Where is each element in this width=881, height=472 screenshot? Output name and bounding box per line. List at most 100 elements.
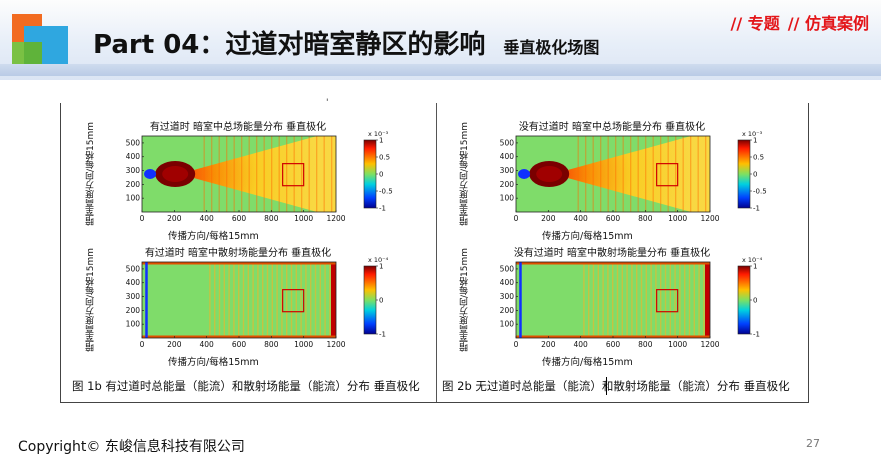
y-tick-label: 200 — [500, 180, 515, 189]
colorbar-tick-label: 0 — [753, 297, 757, 305]
tag-case: // 仿真案例 — [787, 14, 869, 33]
y-tick-label: 300 — [500, 166, 515, 175]
title-subtitle: 垂直极化场图 — [503, 38, 600, 57]
x-tick-label: 800 — [264, 340, 279, 349]
x-tick-label: 1200 — [326, 214, 345, 223]
page-title: Part 04：过道对暗室静区的影响 垂直极化场图 — [93, 24, 599, 61]
colorbar-tick-label: 1 — [379, 137, 383, 145]
colorbar-tick-label: 1 — [753, 263, 757, 271]
x-tick-label: 200 — [167, 214, 182, 223]
x-tick-label: 0 — [514, 214, 519, 223]
plot-xlabel: 传播方向/每格15mm — [542, 231, 633, 242]
colorbar-tick-label: 0.5 — [379, 154, 390, 162]
x-tick-label: 1000 — [294, 340, 313, 349]
right-wall-reflection — [331, 262, 336, 338]
y-tick-label: 500 — [126, 264, 141, 273]
quiet-zone-box — [282, 289, 305, 313]
quiet-zone-box — [282, 163, 305, 187]
colorbar — [363, 265, 377, 335]
colorbar — [737, 265, 751, 335]
plot-total-without-aisle: 没有过道时 暗室中总场能量分布 垂直极化 暗室高度方向/每格15mm 0 200 4… — [460, 118, 767, 242]
top-wall-reflection — [142, 262, 336, 265]
colorbar — [737, 139, 751, 209]
plot-xlabel: 传播方向/每格15mm — [168, 357, 259, 368]
field-map: 0 200 400 600 800 1000 1200 500 400 300 200 100 x 10… — [126, 256, 389, 349]
heatmap — [142, 136, 336, 212]
x-tick-label: 800 — [638, 214, 653, 223]
plot-title: 有过道时 暗室中总场能量分布 垂直极化 — [149, 122, 327, 133]
radiation-cone — [179, 136, 336, 212]
right-wall-reflection — [705, 262, 710, 338]
header-band — [0, 64, 881, 76]
plot-title: 没有过道时 暗室中总场能量分布 垂直极化 — [518, 122, 706, 133]
field-map: 0 200 400 600 800 1000 1200 500 400 300 200 100 x 10… — [126, 130, 393, 223]
figure-divider — [436, 103, 437, 402]
x-tick-label: 1200 — [700, 214, 719, 223]
colorbar-tick-label: -0.5 — [379, 188, 393, 196]
y-tick-label: 100 — [500, 320, 515, 329]
colorbar — [363, 139, 377, 209]
x-tick-label: 400 — [574, 214, 589, 223]
y-tick-label: 400 — [126, 152, 141, 161]
radiation-cone — [553, 136, 710, 212]
x-tick-label: 1000 — [294, 214, 313, 223]
x-tick-label: 600 — [232, 214, 247, 223]
plot-xlabel: 传播方向/每格15mm — [542, 357, 633, 368]
colorbar-tick-label: -1 — [379, 331, 386, 339]
plot-scattered-with-aisle: 有过道时 暗室中散射场能量分布 垂直极化 暗室高度方向/每格15mm 0 200 4… — [86, 244, 389, 368]
y-tick-label: 400 — [500, 278, 515, 287]
colorbar-exponent: x 10⁻³ — [742, 130, 763, 138]
source-plane — [145, 262, 148, 338]
plot-title: 没有过道时 暗室中散射场能量分布 垂直极化 — [513, 248, 711, 259]
field-map: 0 200 400 600 800 1000 1200 500 400 300 200 100 x 10… — [500, 130, 767, 223]
heatmap — [516, 136, 710, 212]
colorbar-tick-label: 0 — [753, 171, 757, 179]
colorbar-exponent: x 10⁻³ — [368, 130, 389, 138]
x-tick-label: 600 — [232, 340, 247, 349]
colorbar-tick-label: -1 — [753, 331, 760, 339]
source-back-lobe — [518, 169, 531, 179]
tag-topic: // 专题 — [730, 14, 780, 33]
colorbar-exponent: x 10⁻⁴ — [368, 256, 389, 264]
heatmap — [516, 262, 710, 338]
y-tick-label: 100 — [126, 194, 141, 203]
y-tick-label: 200 — [126, 306, 141, 315]
caption-left: 图 1b 有过道时总能量（能流）和散射场能量（能流）分布 垂直极化 — [72, 379, 420, 393]
colorbar-tick-label: -1 — [379, 205, 386, 213]
plot-ylabel: 暗室高度方向/每格15mm — [86, 247, 96, 352]
y-tick-label: 200 — [126, 180, 141, 189]
plot-ylabel: 暗室高度方向/每格15mm — [86, 121, 96, 226]
colorbar-tick-label: 0 — [379, 171, 383, 179]
x-tick-label: 0 — [140, 214, 145, 223]
quiet-zone-box — [656, 163, 679, 187]
text-cursor — [606, 377, 607, 395]
topic-tags: // 专题 // 仿真案例 — [730, 10, 869, 34]
title-main: Part 04：过道对暗室静区的影响 — [93, 30, 486, 60]
y-tick-label: 200 — [500, 306, 515, 315]
colorbar-exponent: x 10⁻⁴ — [742, 256, 763, 264]
colorbar-tick-label: 1 — [379, 263, 383, 271]
x-tick-label: 0 — [140, 340, 145, 349]
page-number: 27 — [806, 437, 820, 450]
y-tick-label: 300 — [126, 292, 141, 301]
colorbar-tick-label: 1 — [753, 137, 757, 145]
top-wall-reflection — [516, 262, 710, 265]
quiet-zone-box — [656, 289, 679, 313]
heatmap — [142, 262, 336, 338]
y-tick-label: 500 — [500, 264, 515, 273]
x-tick-label: 400 — [200, 340, 215, 349]
x-tick-label: 400 — [574, 340, 589, 349]
source-core — [162, 166, 189, 182]
source-core — [536, 166, 563, 182]
x-tick-label: 1200 — [700, 340, 719, 349]
plot-scattered-without-aisle: 没有过道时 暗室中散射场能量分布 垂直极化 暗室高度方向/每格15mm 0 200… — [460, 244, 763, 368]
x-tick-label: 800 — [638, 340, 653, 349]
x-tick-label: 400 — [200, 214, 215, 223]
caption-right: 图 2b 无过道时总能量（能流）和散射场能量（能流）分布 垂直极化 — [442, 379, 790, 393]
y-tick-label: 100 — [500, 194, 515, 203]
colorbar-tick-label: 0.5 — [753, 154, 764, 162]
company-logo — [12, 14, 68, 64]
copyright-text: Copyright© 东峻信息科技有限公司 — [18, 439, 245, 455]
y-tick-label: 300 — [500, 292, 515, 301]
x-tick-label: 600 — [606, 214, 621, 223]
